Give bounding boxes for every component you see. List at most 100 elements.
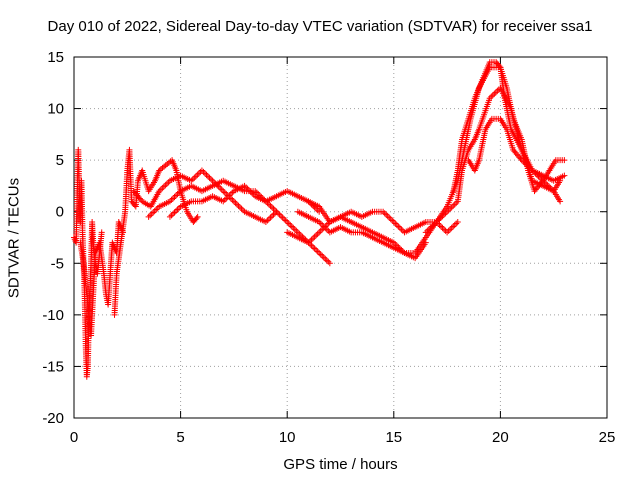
data-point [171, 193, 178, 200]
data-point [384, 213, 391, 220]
data-point [198, 167, 205, 174]
data-point [320, 254, 327, 261]
data-point [238, 205, 245, 212]
data-point [235, 202, 242, 209]
data-point [326, 260, 333, 267]
x-tick-label: 5 [176, 429, 184, 446]
data-point [450, 223, 457, 230]
data-point [203, 171, 210, 178]
data-point [285, 220, 292, 227]
data-point [270, 205, 277, 212]
data-point [174, 206, 181, 213]
data-point [200, 168, 207, 175]
data-point [310, 235, 317, 242]
data-point [275, 210, 282, 217]
data-point [320, 223, 327, 230]
data-point [561, 172, 568, 179]
data-point [395, 223, 402, 230]
x-tick-label: 10 [279, 429, 296, 446]
data-point [389, 217, 396, 224]
data-point [201, 170, 208, 177]
x-axis-label: GPS time / hours [283, 456, 398, 473]
x-tick-label: 0 [70, 429, 78, 446]
data-point [206, 174, 213, 181]
data-point [307, 238, 314, 245]
data-point [160, 183, 167, 190]
y-tick-label: 5 [56, 152, 64, 169]
data-point [233, 201, 240, 208]
data-point [272, 207, 279, 214]
data-point [226, 192, 233, 199]
data-point [313, 232, 320, 239]
data-point [163, 180, 170, 187]
data-point [278, 213, 285, 220]
data-point [194, 171, 201, 178]
data-point [494, 87, 501, 94]
data-point [268, 204, 275, 211]
data-point [276, 211, 283, 218]
y-tick-label: 10 [47, 101, 64, 118]
data-point [291, 226, 298, 233]
data-point [281, 216, 288, 223]
data-point [192, 173, 199, 180]
data-point [322, 255, 329, 262]
data-point [195, 170, 202, 177]
data-point [208, 176, 215, 183]
data-point [311, 245, 318, 252]
data-point [390, 219, 397, 226]
data-point [171, 209, 178, 216]
data-point [147, 212, 154, 219]
data-point [319, 252, 326, 259]
data-point [454, 219, 461, 226]
y-tick-label: -15 [42, 358, 64, 375]
data-point [319, 221, 326, 228]
y-tick-label: 0 [56, 204, 64, 221]
data-point [396, 224, 403, 231]
data-point [310, 244, 317, 251]
data-point [453, 220, 460, 227]
data-point [169, 195, 176, 202]
data-point [162, 182, 169, 189]
data-point [189, 176, 196, 183]
data-point [230, 198, 237, 205]
data-point [392, 220, 399, 227]
data-point [489, 92, 496, 99]
x-tick-label: 25 [599, 429, 616, 446]
data-point [448, 224, 455, 231]
data-point [218, 186, 225, 193]
data-point [439, 224, 446, 231]
data-point [393, 221, 400, 228]
data-point [447, 226, 454, 233]
data-point [194, 213, 201, 220]
data-point [325, 258, 332, 265]
data-point [557, 198, 564, 205]
data-point [220, 188, 227, 195]
data-point [448, 204, 455, 211]
data-point [441, 226, 448, 233]
data-point [314, 230, 321, 237]
data-point [451, 221, 458, 228]
data-point [561, 157, 568, 164]
data-point [166, 213, 173, 220]
data-point [491, 90, 498, 97]
y-tick-label: -10 [42, 307, 64, 324]
data-point [445, 227, 452, 234]
data-point [308, 242, 315, 249]
data-point [173, 192, 180, 199]
data-point [279, 214, 286, 221]
data-point [270, 211, 277, 218]
data-point [438, 223, 445, 230]
data-point [387, 216, 394, 223]
data-point [496, 63, 503, 70]
data-point [316, 229, 323, 236]
data-point [221, 196, 228, 203]
x-tick-label: 15 [385, 429, 402, 446]
data-point [138, 196, 145, 203]
data-point [282, 217, 289, 224]
data-point [381, 210, 388, 217]
data-point [174, 191, 181, 198]
data-point [323, 257, 330, 264]
data-point [221, 189, 228, 196]
data-point [148, 210, 155, 217]
